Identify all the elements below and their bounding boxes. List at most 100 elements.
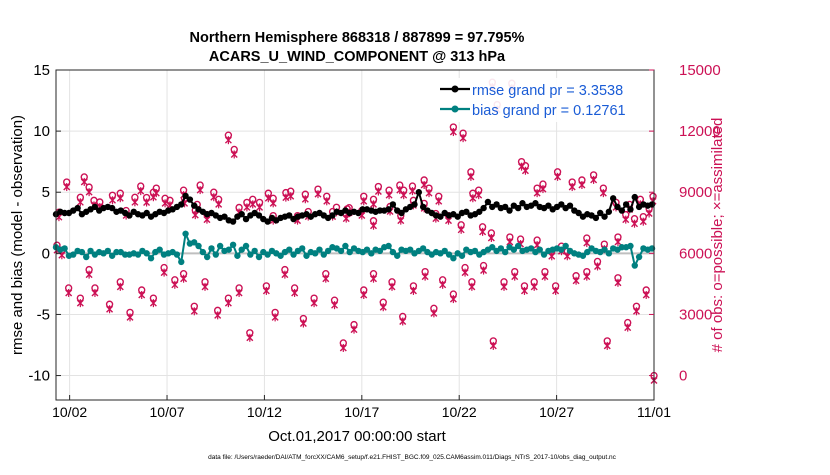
legend: rmse grand pr = 3.3538 bias grand pr = 0… bbox=[438, 78, 644, 122]
bias-point bbox=[203, 253, 211, 261]
obs-assimilated-marker bbox=[631, 219, 639, 228]
obs-assimilated-marker bbox=[314, 190, 322, 199]
obs-assimilated-marker bbox=[256, 203, 264, 212]
rmse-point bbox=[238, 211, 245, 218]
chart-title-line-1: Northern Hemisphere 868318 / 887899 = 97… bbox=[190, 30, 525, 46]
rmse-point bbox=[398, 209, 405, 217]
bias-point bbox=[316, 246, 323, 253]
bias-point bbox=[61, 245, 68, 252]
y2-tick-label: 0 bbox=[679, 368, 687, 385]
obs-assimilated-marker bbox=[301, 195, 309, 204]
obs-assimilated-marker bbox=[520, 286, 528, 295]
x-axis-ticks: 10/02 10/07 10/12 10/17 10/22 10/27 11/01 bbox=[52, 395, 671, 420]
rmse-point bbox=[229, 218, 237, 225]
bias-point bbox=[191, 239, 198, 246]
rmse-point bbox=[622, 201, 630, 208]
series-lines bbox=[52, 188, 656, 269]
x-tick-label: 10/17 bbox=[344, 404, 379, 420]
obs-assimilated-marker bbox=[397, 216, 405, 225]
rmse-point bbox=[532, 200, 539, 207]
bias-point bbox=[584, 248, 591, 256]
obs-assimilated-marker bbox=[190, 307, 198, 316]
obs-assimilated-marker bbox=[246, 333, 254, 342]
obs-assimilated-marker bbox=[370, 274, 377, 283]
obs-assimilated-marker bbox=[622, 215, 630, 224]
bias-point bbox=[143, 250, 150, 257]
obs-assimilated-marker bbox=[323, 197, 331, 206]
bias-point bbox=[212, 251, 220, 258]
obs-assimilated-marker bbox=[500, 282, 508, 291]
rmse-point bbox=[415, 189, 423, 196]
rmse-point bbox=[454, 213, 461, 220]
obs-assimilated-marker bbox=[409, 286, 417, 295]
rmse-point bbox=[506, 207, 513, 214]
obs-assimilated-marker bbox=[578, 181, 586, 189]
y2-tick-label: 6000 bbox=[679, 245, 712, 262]
rmse-point bbox=[182, 192, 189, 200]
rmse-point bbox=[609, 195, 617, 202]
obs-assimilated-marker bbox=[243, 203, 251, 212]
rmse-point bbox=[255, 212, 263, 219]
obs-assimilated-marker bbox=[614, 238, 622, 247]
obs-assimilated-marker bbox=[533, 189, 541, 198]
rmse-point bbox=[484, 198, 492, 206]
obs-assimilated-marker bbox=[126, 313, 134, 322]
bias-point bbox=[298, 245, 306, 252]
rmse-point bbox=[631, 193, 638, 201]
obs-assimilated-marker bbox=[583, 239, 591, 248]
obs-assimilated-marker bbox=[568, 183, 576, 192]
bias-point bbox=[337, 247, 345, 255]
obs-assimilated-marker bbox=[262, 286, 270, 295]
bias-point bbox=[601, 246, 608, 253]
obs-assimilated-marker bbox=[291, 288, 299, 297]
obs-assimilated-marker bbox=[137, 187, 145, 196]
bias-point bbox=[501, 248, 509, 256]
rmse-point bbox=[286, 212, 293, 219]
bias-point bbox=[234, 252, 241, 259]
bias-point bbox=[182, 230, 189, 237]
obs-assimilated-marker bbox=[310, 299, 318, 308]
bias-point bbox=[368, 250, 375, 257]
rmse-point bbox=[566, 202, 574, 209]
rmse-point bbox=[74, 204, 81, 212]
obs-assimilated-marker bbox=[360, 197, 368, 206]
bias-point bbox=[635, 253, 643, 261]
obs-assimilated-marker bbox=[350, 325, 358, 334]
bias-point bbox=[510, 246, 518, 253]
obs-assimilated-marker bbox=[339, 343, 347, 352]
bias-point bbox=[173, 251, 181, 258]
obs-assimilated-marker bbox=[235, 288, 243, 297]
bias-point bbox=[489, 244, 496, 251]
obs-assimilated-marker bbox=[224, 136, 232, 145]
obs-assimilated-marker bbox=[439, 280, 447, 289]
rmse-point bbox=[355, 209, 362, 217]
obs-assimilated-marker bbox=[572, 276, 580, 285]
rmse-point bbox=[597, 209, 604, 217]
rmse-point bbox=[463, 208, 470, 215]
bias-point bbox=[229, 241, 237, 248]
obs-markers bbox=[53, 78, 658, 385]
obs-assimilated-marker bbox=[287, 192, 295, 201]
obs-assimilated-marker bbox=[461, 268, 469, 277]
rmse-point bbox=[419, 203, 427, 211]
bias-point bbox=[225, 246, 232, 253]
bias-point bbox=[83, 253, 90, 261]
legend-box bbox=[438, 78, 644, 122]
bias-point bbox=[264, 251, 271, 258]
obs-assimilated-marker bbox=[624, 323, 632, 332]
bias-point bbox=[441, 247, 448, 255]
obs-assimilated-marker bbox=[468, 282, 476, 291]
obs-assimilated-marker bbox=[583, 272, 591, 281]
y2-tick-label: 12000 bbox=[679, 123, 721, 140]
obs-assimilated-marker bbox=[214, 311, 222, 320]
bias-point bbox=[445, 251, 453, 258]
bias-point bbox=[238, 246, 245, 253]
bias-point bbox=[242, 242, 250, 250]
obs-assimilated-marker bbox=[400, 191, 408, 200]
x-tick-label: 10/02 bbox=[52, 404, 87, 420]
obs-assimilated-marker bbox=[408, 187, 416, 196]
bias-point bbox=[277, 252, 284, 259]
obs-assimilated-marker bbox=[554, 172, 562, 181]
bias-point bbox=[324, 247, 332, 255]
